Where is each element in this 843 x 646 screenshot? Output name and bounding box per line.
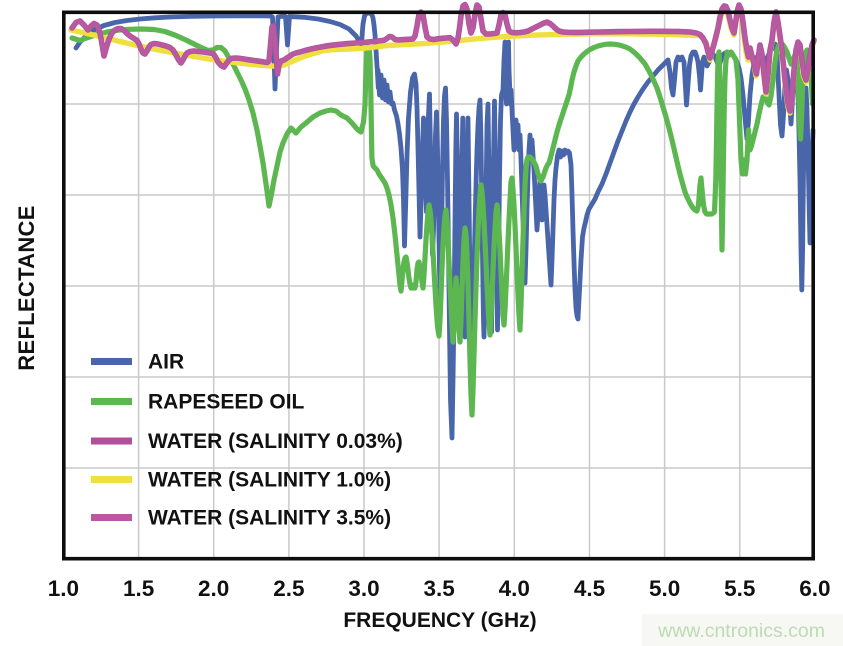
svg-text:FREQUENCY (GHz): FREQUENCY (GHz) [343,609,536,632]
svg-text:1.0: 1.0 [48,576,79,601]
svg-text:AIR: AIR [148,351,184,374]
svg-text:4.0: 4.0 [499,576,530,601]
svg-text:www.cntronics.com: www.cntronics.com [657,620,825,642]
svg-text:2.0: 2.0 [198,576,229,601]
svg-text:4.5: 4.5 [574,576,605,601]
svg-text:WATER (SALINITY 1.0%): WATER (SALINITY 1.0%) [148,469,391,492]
svg-text:1.5: 1.5 [123,576,154,601]
svg-text:WATER (SALINITY 0.03%): WATER (SALINITY 0.03%) [148,430,403,453]
svg-text:WATER (SALINITY 3.5%): WATER (SALINITY 3.5%) [148,507,391,530]
svg-text:6.0: 6.0 [799,576,830,601]
svg-text:3.0: 3.0 [348,576,379,601]
svg-text:RAPESEED OIL: RAPESEED OIL [148,391,305,414]
svg-text:5.0: 5.0 [649,576,680,601]
svg-text:3.5: 3.5 [423,576,454,601]
svg-text:REFLECTANCE: REFLECTANCE [14,205,39,370]
svg-text:5.5: 5.5 [724,576,755,601]
svg-text:2.5: 2.5 [273,576,304,601]
